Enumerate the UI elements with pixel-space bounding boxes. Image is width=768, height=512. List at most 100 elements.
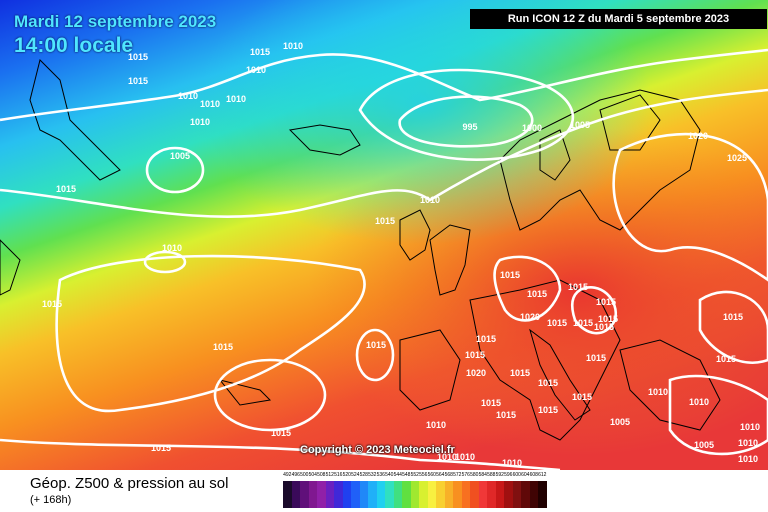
- pressure-label: 1010: [190, 117, 210, 127]
- color-scale: 492 496 500 504 508 512 516 520 524 528 532 536 540 5…: [283, 472, 547, 512]
- scale-swatch: [478, 481, 487, 508]
- scale-swatch: [308, 481, 317, 508]
- pressure-label: 1010: [689, 397, 709, 407]
- pressure-label: 1015: [586, 353, 606, 363]
- scale-value: 600: [512, 472, 521, 478]
- scale-swatch: [325, 481, 334, 508]
- pressure-label: 1010: [740, 422, 760, 432]
- scale-value: 588: [487, 472, 496, 478]
- scale-value: 584: [478, 472, 487, 478]
- scale-value: 576: [461, 472, 470, 478]
- scale-value: 524: [351, 472, 360, 478]
- pressure-label: 1010: [502, 458, 522, 468]
- scale-value: 532: [368, 472, 377, 478]
- pressure-label: 1020: [688, 131, 708, 141]
- pressure-label: 1015: [500, 270, 520, 280]
- pressure-label: 1010: [178, 91, 198, 101]
- scale-swatch: [538, 481, 547, 508]
- pressure-label: 1015: [547, 318, 567, 328]
- scale-value: 540: [385, 472, 394, 478]
- pressure-label: 995: [462, 122, 477, 132]
- scale-value: 548: [402, 472, 411, 478]
- pressure-label: 1015: [572, 392, 592, 402]
- pressure-label: 1005: [694, 440, 714, 450]
- scale-value: 520: [342, 472, 351, 478]
- scale-value: 544: [393, 472, 402, 478]
- pressure-label: 1000: [522, 123, 542, 133]
- pressure-label: 1005: [610, 417, 630, 427]
- scale-swatch: [334, 481, 343, 508]
- scale-swatch: [283, 481, 292, 508]
- pressure-label: 1020: [520, 312, 540, 322]
- scale-swatch: [351, 481, 360, 508]
- scale-swatch: [487, 481, 496, 508]
- pressure-label: 1015: [366, 340, 386, 350]
- pressure-label: 1005: [570, 120, 590, 130]
- scale-swatch: [461, 481, 470, 508]
- pressure-label: 1010: [200, 99, 220, 109]
- pressure-label: 1015: [496, 410, 516, 420]
- scale-value: 552: [410, 472, 419, 478]
- scale-swatch: [385, 481, 394, 508]
- pressure-label: 1015: [465, 350, 485, 360]
- pressure-label: 1015: [723, 312, 743, 322]
- pressure-label: 1010: [226, 94, 246, 104]
- coastlines: [0, 59, 721, 441]
- scale-swatch: [402, 481, 411, 508]
- pressure-label: 1015: [476, 334, 496, 344]
- scale-value: 604: [521, 472, 530, 478]
- pressure-label: 1025: [727, 153, 747, 163]
- scale-swatch: [512, 481, 521, 508]
- pressure-label: 1015: [151, 443, 171, 453]
- scale-swatch: [317, 481, 326, 508]
- pressure-label: 1015: [573, 318, 593, 328]
- scale-swatch: [495, 481, 504, 508]
- scale-value: 596: [504, 472, 513, 478]
- color-scale-swatches: [283, 481, 547, 508]
- scale-swatch: [376, 481, 385, 508]
- scale-swatch: [436, 481, 445, 508]
- scale-swatch: [368, 481, 377, 508]
- copyright-text: Copyright © 2023 Meteociel.fr: [300, 444, 455, 456]
- pressure-label: 1015: [375, 216, 395, 226]
- pressure-label: 1015: [42, 299, 62, 309]
- pressure-label: 1010: [420, 195, 440, 205]
- scale-swatch: [300, 481, 309, 508]
- pressure-label: 1015: [568, 282, 588, 292]
- scale-swatch: [453, 481, 462, 508]
- product-title: Géop. Z500 & pression au sol: [30, 475, 229, 492]
- isobars: [0, 48, 768, 470]
- scale-value: 568: [444, 472, 453, 478]
- pressure-label: 1015: [538, 378, 558, 388]
- scale-value: 556: [419, 472, 428, 478]
- scale-value: 592: [495, 472, 504, 478]
- pressure-label: 1015: [510, 368, 530, 378]
- scale-value: 572: [453, 472, 462, 478]
- pressure-label: 1010: [426, 420, 446, 430]
- pressure-label: 1010: [283, 41, 303, 51]
- pressure-label: 1015: [527, 289, 547, 299]
- valid-time: 14:00 locale: [14, 34, 134, 57]
- scale-swatch: [529, 481, 538, 508]
- scale-swatch: [444, 481, 453, 508]
- scale-value: 580: [470, 472, 479, 478]
- scale-swatch: [291, 481, 300, 508]
- scale-swatch: [427, 481, 436, 508]
- pressure-label: 1010: [738, 454, 758, 464]
- pressure-label: 1015: [481, 398, 501, 408]
- scale-value: 612: [538, 472, 547, 478]
- pressure-label: 1010: [162, 243, 182, 253]
- pressure-label: 1015: [598, 314, 618, 324]
- pressure-label: 1005: [170, 151, 190, 161]
- forecast-lead-time: (+ 168h): [30, 494, 72, 506]
- scale-swatch: [393, 481, 402, 508]
- pressure-label: 1010: [455, 452, 475, 462]
- scale-value: 528: [359, 472, 368, 478]
- scale-swatch: [504, 481, 513, 508]
- pressure-label: 1015: [213, 342, 233, 352]
- scale-value: 504: [308, 472, 317, 478]
- pressure-label: 1010: [437, 452, 457, 462]
- pressure-label: 1010: [246, 65, 266, 75]
